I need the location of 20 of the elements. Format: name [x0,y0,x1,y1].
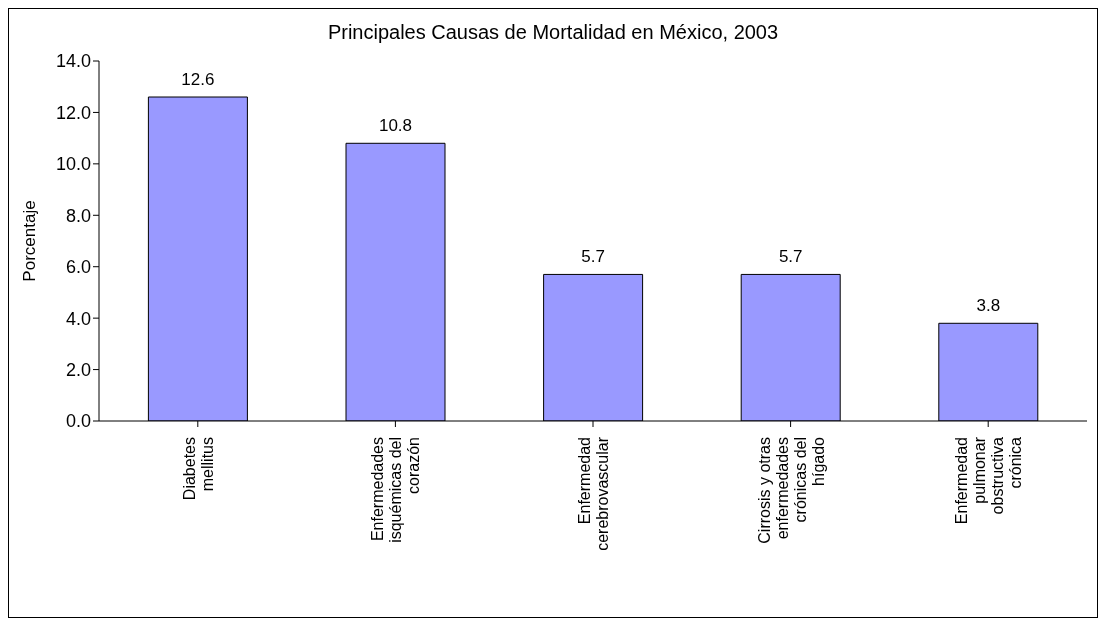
data-label: 12.6 [181,70,215,89]
data-label: 5.7 [581,247,605,267]
chart-title: Principales Causas de Mortalidad en México, 2003 [326,20,780,45]
y-tick-label: 14.0 [55,51,91,72]
y-tick-label: 6.0 [65,257,91,278]
data-label: 5.7 [778,247,803,267]
x-tick-label: Diabetes mellitus [180,437,216,501]
y-tick-label: 0.0 [65,411,91,432]
data-label: 3.8 [976,296,1001,316]
y-axis-title: Porcentaje [20,200,40,282]
y-tick-label: 10.0 [55,154,91,175]
x-tick-label: Enfermedades isquémicas del corazón [369,437,423,543]
x-tick-label: Cirrosis y otras enfermedades crónicas del hígado [755,436,827,544]
y-tick-label: 8.0 [65,205,91,226]
y-tick-label: 12.0 [55,102,91,123]
y-tick-label: 4.0 [65,308,91,329]
data-label: 10.8 [378,116,413,136]
y-tick-label: 2.0 [65,359,91,380]
x-tick-label: Enfermedad cerebrovascular [576,436,611,551]
x-tick-label: Enfermedad pulmonar obstructiva crónica [953,436,1025,525]
